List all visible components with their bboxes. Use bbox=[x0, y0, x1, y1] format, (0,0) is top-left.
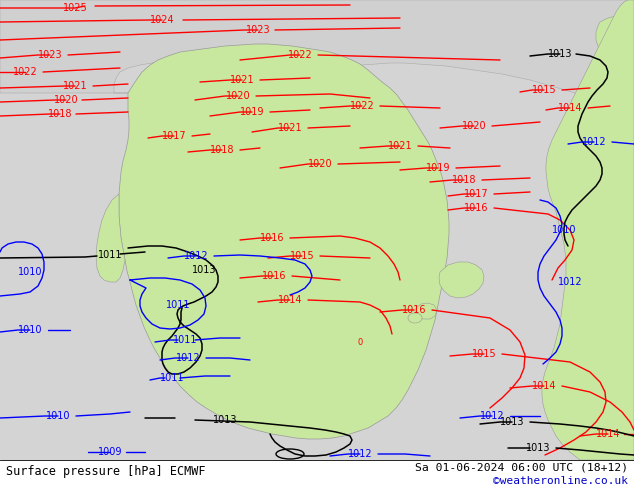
Polygon shape bbox=[415, 303, 437, 319]
Text: 1012: 1012 bbox=[347, 449, 372, 459]
Text: 1012: 1012 bbox=[558, 277, 582, 287]
Text: 1015: 1015 bbox=[532, 85, 556, 95]
Polygon shape bbox=[596, 16, 632, 52]
Text: 1016: 1016 bbox=[463, 203, 488, 213]
Text: 1019: 1019 bbox=[426, 163, 450, 173]
Polygon shape bbox=[119, 44, 449, 439]
Text: 1015: 1015 bbox=[472, 349, 496, 359]
Polygon shape bbox=[96, 194, 125, 282]
Text: 1013: 1013 bbox=[213, 415, 237, 425]
Text: 1014: 1014 bbox=[532, 381, 556, 391]
Text: 1012: 1012 bbox=[480, 411, 504, 421]
Text: 1017: 1017 bbox=[162, 131, 186, 141]
Text: 1011: 1011 bbox=[160, 373, 184, 383]
Text: 1013: 1013 bbox=[548, 49, 573, 59]
Polygon shape bbox=[542, 0, 634, 460]
Text: 1025: 1025 bbox=[63, 3, 87, 13]
Text: 1022: 1022 bbox=[13, 67, 37, 77]
Text: 1018: 1018 bbox=[210, 145, 234, 155]
Text: 1013: 1013 bbox=[191, 265, 216, 275]
Text: 1018: 1018 bbox=[452, 175, 476, 185]
Text: 1021: 1021 bbox=[387, 141, 412, 151]
Text: 1016: 1016 bbox=[260, 233, 284, 243]
Text: 1021: 1021 bbox=[278, 123, 302, 133]
Text: 1014: 1014 bbox=[278, 295, 302, 305]
Text: 1024: 1024 bbox=[150, 15, 174, 25]
Text: 1020: 1020 bbox=[307, 159, 332, 169]
Text: 1011: 1011 bbox=[172, 335, 197, 345]
Text: 1016: 1016 bbox=[402, 305, 426, 315]
Polygon shape bbox=[439, 262, 484, 298]
Text: 1011: 1011 bbox=[165, 300, 190, 310]
Text: 1011: 1011 bbox=[98, 250, 122, 260]
Text: 1022: 1022 bbox=[288, 50, 313, 60]
Text: 1012: 1012 bbox=[184, 251, 209, 261]
Polygon shape bbox=[0, 0, 634, 120]
Text: 1016: 1016 bbox=[262, 271, 286, 281]
Text: 1014: 1014 bbox=[558, 103, 582, 113]
Text: 1021: 1021 bbox=[230, 75, 254, 85]
Text: 1010: 1010 bbox=[46, 411, 70, 421]
Text: 1014: 1014 bbox=[596, 429, 620, 439]
Text: 1022: 1022 bbox=[349, 101, 374, 111]
Text: 1020: 1020 bbox=[462, 121, 486, 131]
Text: 1015: 1015 bbox=[290, 251, 314, 261]
Text: 1017: 1017 bbox=[463, 189, 488, 199]
Ellipse shape bbox=[408, 313, 422, 323]
Text: 1021: 1021 bbox=[63, 81, 87, 91]
Text: 1023: 1023 bbox=[37, 50, 62, 60]
Text: 1013: 1013 bbox=[526, 443, 550, 453]
Text: Sa 01-06-2024 06:00 UTC (18+12): Sa 01-06-2024 06:00 UTC (18+12) bbox=[415, 462, 628, 472]
Text: Surface pressure [hPa] ECMWF: Surface pressure [hPa] ECMWF bbox=[6, 465, 205, 477]
Text: 1012: 1012 bbox=[581, 137, 606, 147]
Text: 1020: 1020 bbox=[54, 95, 79, 105]
Text: 1012: 1012 bbox=[176, 353, 200, 363]
Text: 1010: 1010 bbox=[18, 267, 42, 277]
Text: 1019: 1019 bbox=[240, 107, 264, 117]
Text: 1013: 1013 bbox=[500, 417, 524, 427]
Text: ©weatheronline.co.uk: ©weatheronline.co.uk bbox=[493, 476, 628, 486]
Text: 1023: 1023 bbox=[246, 25, 270, 35]
Text: 1020: 1020 bbox=[226, 91, 250, 101]
Text: 1018: 1018 bbox=[48, 109, 72, 119]
Text: 1010: 1010 bbox=[18, 325, 42, 335]
Text: 1010: 1010 bbox=[552, 225, 576, 235]
Text: 0: 0 bbox=[358, 338, 363, 346]
Bar bbox=[0, 460, 634, 490]
Text: 1009: 1009 bbox=[98, 447, 122, 457]
